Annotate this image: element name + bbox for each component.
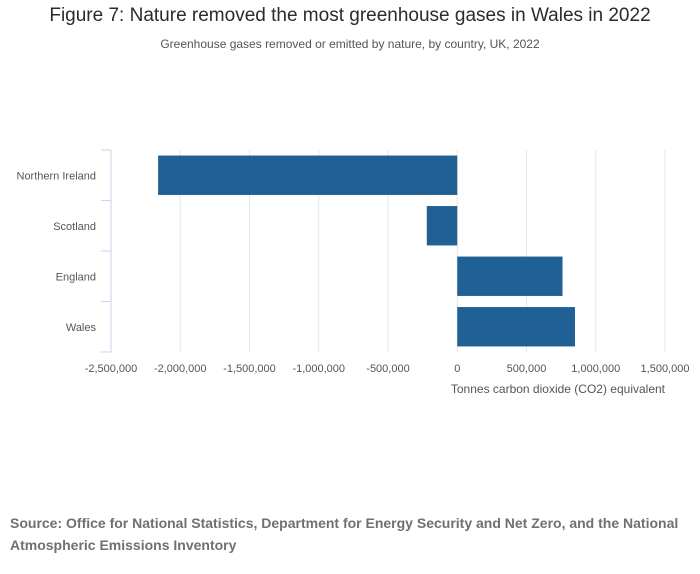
bar-wales[interactable] — [457, 307, 575, 347]
x-tick-label: 1,000,000 — [571, 363, 620, 375]
x-axis-title: Tonnes carbon dioxide (CO2) equivalent — [451, 382, 666, 396]
bar-scotland[interactable] — [426, 206, 458, 246]
chart-title: Figure 7: Nature removed the most greenh… — [49, 5, 651, 26]
category-label: Wales — [66, 322, 97, 334]
x-tick-label: 500,000 — [507, 363, 547, 375]
x-tick-label: -1,500,000 — [223, 363, 276, 375]
bar-england[interactable] — [457, 256, 563, 296]
x-tick-label: -2,500,000 — [85, 363, 138, 375]
x-tick-label: -1,000,000 — [292, 363, 345, 375]
source-note: Source: Office for National Statistics, … — [10, 515, 679, 553]
bar-northern-ireland[interactable] — [158, 155, 458, 195]
category-label: England — [56, 271, 96, 283]
x-tick-label: 0 — [454, 363, 460, 375]
category-label: Northern Ireland — [17, 170, 97, 182]
category-label: Scotland — [53, 221, 96, 233]
x-tick-label: 1,500,000 — [641, 363, 690, 375]
chart-subtitle: Greenhouse gases removed or emitted by n… — [160, 37, 540, 51]
x-tick-label: -500,000 — [366, 363, 409, 375]
x-tick-label: -2,000,000 — [154, 363, 207, 375]
